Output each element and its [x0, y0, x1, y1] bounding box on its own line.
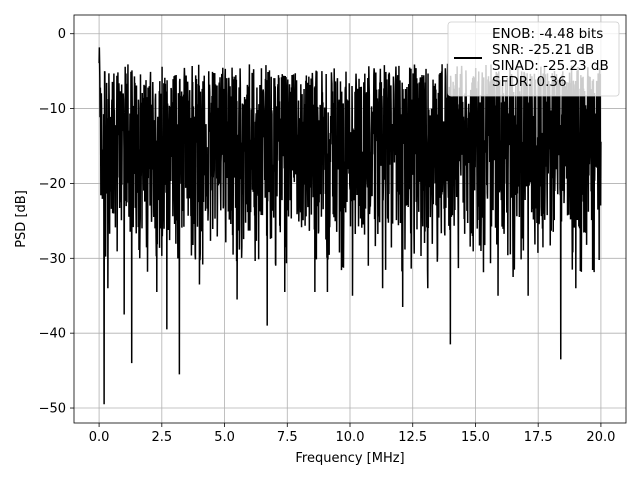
x-tick-label-1: 2.5 — [151, 430, 172, 445]
x-axis-label: Frequency [MHz] — [295, 451, 404, 466]
legend: ENOB: -4.48 bits SNR: -25.21 dB SINAD: -… — [447, 21, 620, 97]
x-tick-label-2: 5.0 — [214, 430, 235, 445]
y-tick-label-2: −20 — [39, 177, 66, 192]
y-tick-label-5: −50 — [39, 402, 66, 417]
y-tick-label-1: −10 — [39, 102, 66, 117]
x-tick-label-0: 0.0 — [89, 430, 110, 445]
x-tick-label-7: 17.5 — [524, 430, 553, 445]
legend-sfdr: SFDR: 0.36 — [492, 74, 567, 90]
y-tick-label-3: −30 — [39, 252, 66, 267]
x-tick-label-3: 7.5 — [277, 430, 298, 445]
legend-sinad: SINAD: -25.23 dB — [492, 58, 609, 74]
y-tick-label-4: −40 — [39, 327, 66, 342]
x-tick-label-4: 10.0 — [336, 430, 365, 445]
psd-series-line — [98, 47, 602, 405]
x-axis-ticks: 0.0 2.5 5.0 7.5 10.0 12.5 15.0 17.5 20.0 — [89, 423, 615, 445]
x-tick-label-5: 12.5 — [398, 430, 427, 445]
y-axis-ticks: 0 −10 −20 −30 −40 −50 — [39, 27, 74, 417]
plot-area — [98, 47, 602, 405]
x-tick-label-8: 20.0 — [586, 430, 615, 445]
x-tick-label-6: 15.0 — [461, 430, 490, 445]
legend-enob: ENOB: -4.48 bits — [492, 26, 603, 42]
legend-box — [447, 21, 620, 97]
legend-snr: SNR: -25.21 dB — [492, 42, 594, 58]
y-tick-label-0: 0 — [58, 27, 66, 42]
y-axis-label: PSD [dB] — [14, 190, 29, 248]
